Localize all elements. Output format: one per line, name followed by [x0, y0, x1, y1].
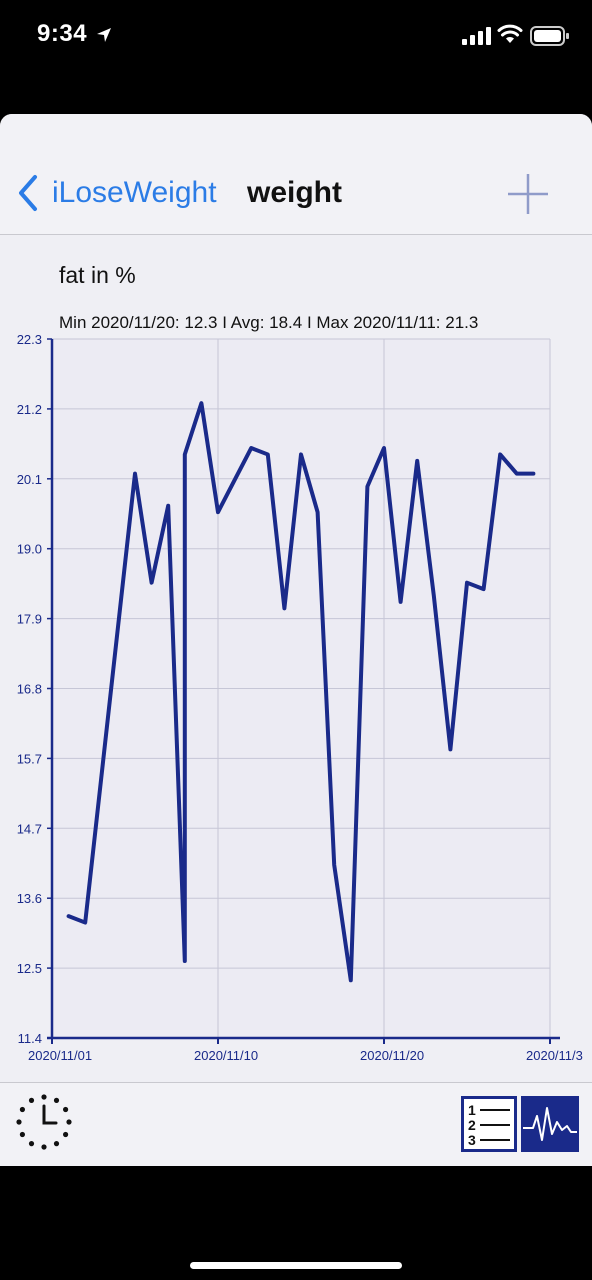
cellular-signal-icon [462, 27, 491, 45]
status-bar: 9:34 [0, 0, 592, 72]
y-axis-ticks: 11.4 12.5 13.6 14.7 15.7 16.8 17.9 19.0 20.1 21.2… [17, 332, 52, 1046]
chart-grid [52, 338, 551, 1038]
navigation-bar: iLoseWeight weight [0, 114, 592, 235]
y-tick-label: 17.9 [17, 612, 42, 627]
y-tick-label: 16.8 [17, 682, 42, 697]
battery-icon [530, 26, 569, 46]
y-tick-label: 21.2 [17, 402, 42, 417]
x-tick-label: 2020/11/20 [360, 1048, 424, 1063]
fat-series-line [66, 401, 536, 983]
y-tick-label: 12.5 [17, 961, 42, 976]
y-tick-label: 11.4 [18, 1031, 42, 1046]
svg-text:2: 2 [468, 1117, 476, 1133]
add-icon[interactable] [506, 172, 550, 216]
status-time: 9:34 [37, 20, 88, 47]
home-indicator [190, 1262, 402, 1269]
page-title: weight [247, 176, 342, 209]
y-tick-label: 13.6 [17, 891, 42, 906]
graph-icon[interactable] [521, 1096, 579, 1152]
chart-statistics: Min 2020/11/20: 12.3 I Avg: 18.4 I Max 2… [59, 313, 479, 332]
location-arrow-icon [97, 28, 111, 42]
chart-title: fat in % [59, 262, 136, 288]
numbered-list-icon[interactable]: 1 2 3 [461, 1096, 517, 1152]
y-tick-label: 22.3 [17, 332, 42, 347]
y-tick-label: 19.0 [17, 542, 42, 557]
back-chevron-icon[interactable] [16, 174, 40, 212]
x-axis-ticks: 2020/11/01 2020/11/10 2020/11/20 2020/11/3 [28, 1038, 583, 1063]
x-tick-label: 2020/11/3 [526, 1048, 583, 1063]
y-tick-label: 15.7 [17, 751, 42, 766]
y-tick-label: 20.1 [17, 472, 42, 487]
y-tick-label: 14.7 [17, 821, 42, 836]
x-tick-label: 2020/11/01 [28, 1048, 92, 1063]
x-tick-label: 2020/11/10 [194, 1048, 258, 1063]
svg-text:1: 1 [468, 1102, 476, 1118]
app-sheet: iLoseWeight weight fat in % Min 2020/11/… [0, 114, 592, 1166]
clock-icon[interactable] [14, 1092, 74, 1152]
back-button[interactable]: iLoseWeight [52, 176, 217, 209]
svg-text:3: 3 [468, 1132, 476, 1148]
wifi-icon [497, 24, 523, 43]
data-series [66, 401, 536, 983]
fat-chart: 11.4 12.5 13.6 14.7 15.7 16.8 17.9 19.0 20.1 21.2… [17, 332, 583, 1063]
